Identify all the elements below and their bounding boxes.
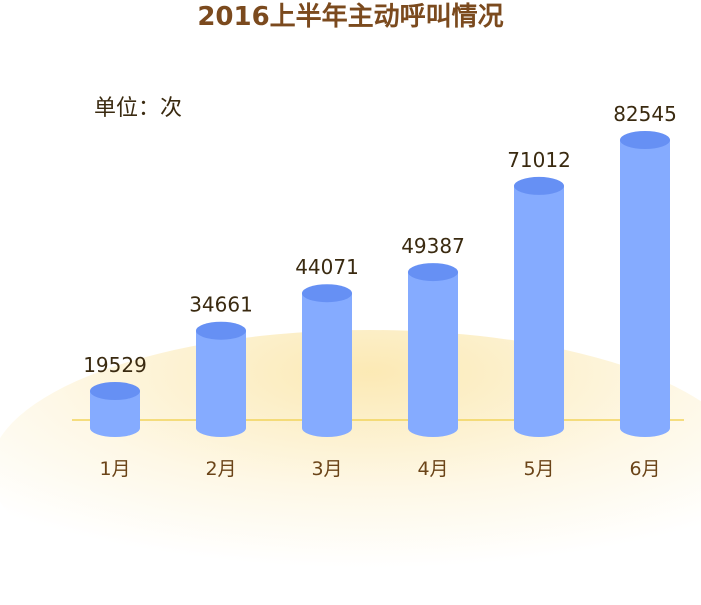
value-label: 49387 bbox=[401, 234, 465, 258]
bar-top bbox=[302, 284, 352, 303]
bar-body bbox=[620, 140, 670, 428]
bar-top bbox=[196, 321, 246, 340]
value-label: 44071 bbox=[295, 255, 359, 279]
category-label: 2月 bbox=[205, 458, 236, 480]
bar-1 bbox=[90, 382, 140, 437]
bar-6 bbox=[620, 131, 670, 437]
bar-top bbox=[620, 131, 670, 149]
bar-3 bbox=[302, 284, 352, 437]
unit-label: 单位：次 bbox=[94, 96, 183, 121]
category-label: 3月 bbox=[311, 458, 342, 480]
chart-title: 2016上半年主动呼叫情况 bbox=[197, 2, 504, 32]
bar-body bbox=[408, 272, 458, 428]
bar-top bbox=[514, 176, 564, 195]
bar-4 bbox=[408, 263, 458, 437]
value-label: 82545 bbox=[613, 102, 677, 126]
category-label: 6月 bbox=[629, 458, 660, 480]
bar-top bbox=[90, 382, 140, 400]
value-label: 71012 bbox=[507, 148, 571, 172]
bar-body bbox=[514, 185, 564, 428]
value-label: 19529 bbox=[83, 353, 147, 377]
bar-body bbox=[196, 330, 246, 428]
bar-top bbox=[408, 263, 458, 282]
category-label: 1月 bbox=[99, 458, 130, 480]
category-label: 4月 bbox=[417, 458, 448, 480]
bar-5 bbox=[514, 176, 564, 437]
bar-2 bbox=[196, 321, 246, 437]
bar-body bbox=[302, 293, 352, 428]
category-label: 5月 bbox=[523, 458, 554, 480]
value-label: 34661 bbox=[189, 293, 253, 317]
